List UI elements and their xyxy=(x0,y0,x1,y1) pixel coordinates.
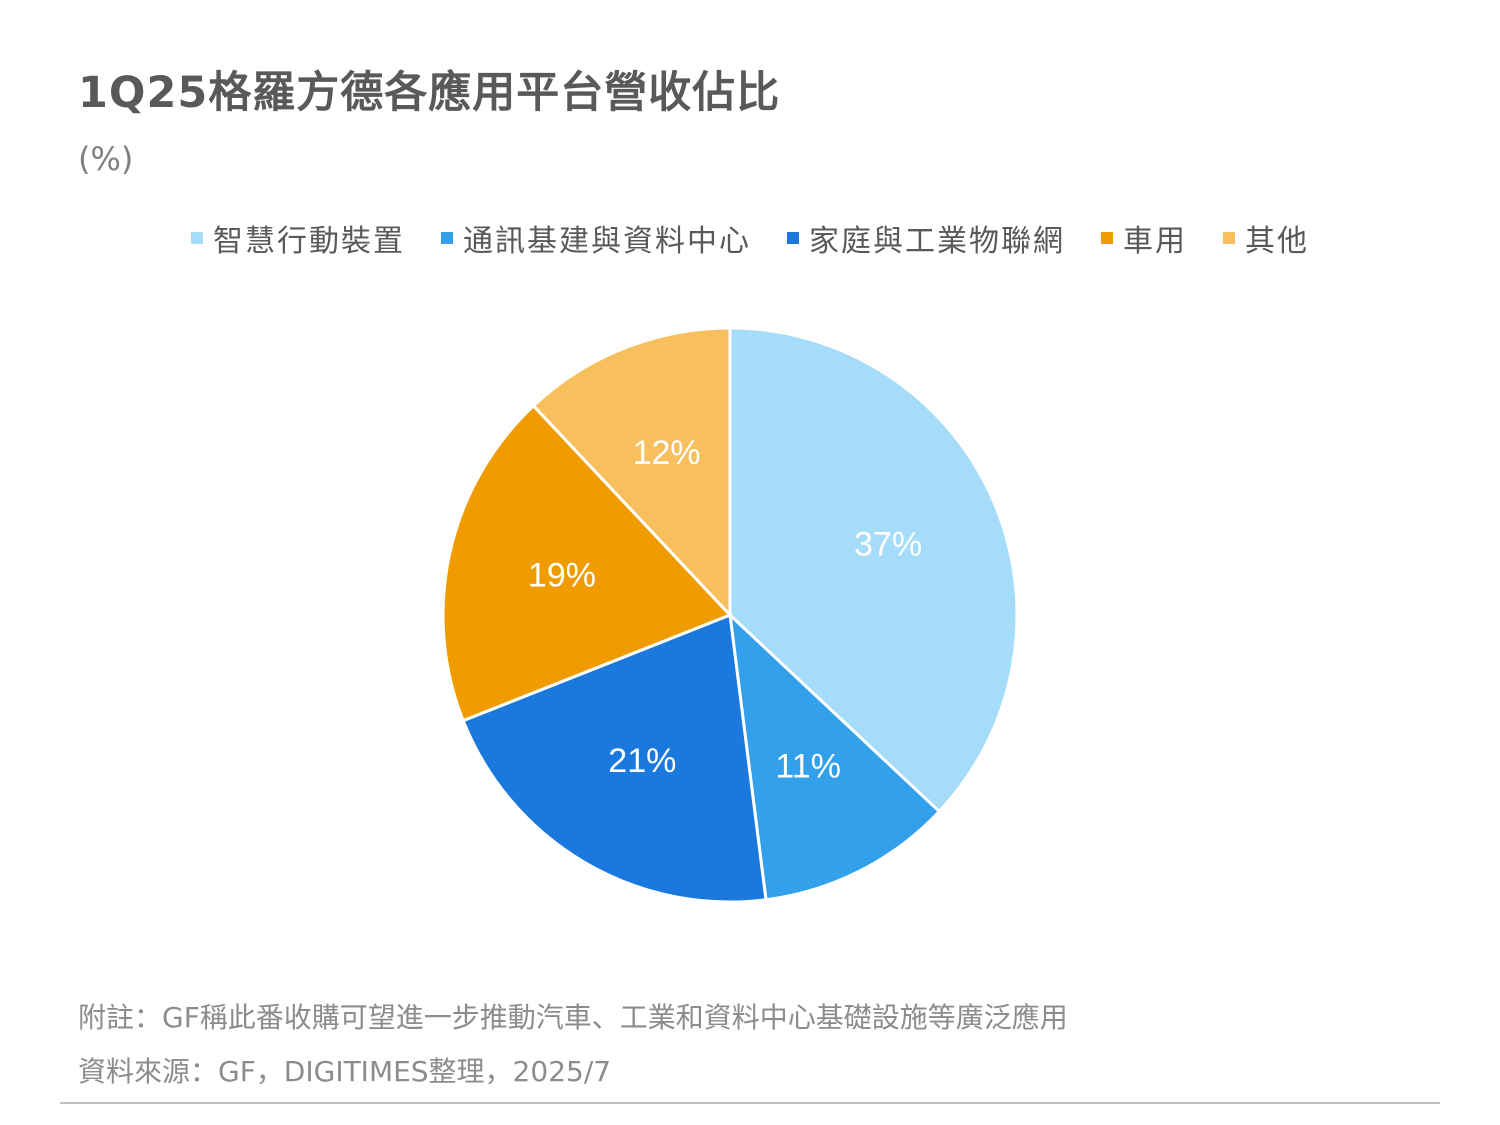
legend-item-smart-mobile: 智慧行動裝置 xyxy=(191,216,405,260)
bottom-divider xyxy=(60,1102,1440,1104)
footnote-source: 資料來源：GF，DIGITIMES整理，2025/7 xyxy=(78,1055,612,1088)
legend-item-home-industrial-iot: 家庭與工業物聯網 xyxy=(787,216,1065,260)
slice-automotive xyxy=(441,403,733,723)
legend: 智慧行動裝置 通訊基建與資料中心 家庭與工業物聯網 車用 其他 xyxy=(0,216,1500,260)
slice-data-label: 37% xyxy=(854,526,922,564)
legend-swatch xyxy=(1223,232,1235,244)
legend-item-comm-datacenter: 通訊基建與資料中心 xyxy=(441,216,751,260)
footnote-note: 附註：GF稱此番收購可望進一步推動汽車、工業和資料中心基礎設施等廣泛應用 xyxy=(78,1001,1068,1034)
slice-other xyxy=(531,326,732,619)
legend-swatch xyxy=(441,232,453,244)
slice-smart-mobile xyxy=(728,326,1019,814)
legend-item-automotive: 車用 xyxy=(1101,216,1187,260)
legend-swatch xyxy=(787,232,799,244)
legend-label: 通訊基建與資料中心 xyxy=(463,224,751,259)
legend-label: 家庭與工業物聯網 xyxy=(809,224,1065,259)
legend-label: 智慧行動裝置 xyxy=(213,224,405,259)
slice-data-label: 12% xyxy=(633,434,701,472)
legend-swatch xyxy=(1101,232,1113,244)
legend-item-other: 其他 xyxy=(1223,216,1309,260)
legend-swatch xyxy=(191,232,203,244)
legend-label: 其他 xyxy=(1245,224,1309,259)
chart-title: 1Q25格羅方德各應用平台營收佔比 xyxy=(78,68,781,118)
slice-home-industrial-iot xyxy=(461,612,768,904)
legend-label: 車用 xyxy=(1123,224,1187,259)
unit-label: (%) xyxy=(78,140,134,178)
slice-comm-datacenter xyxy=(727,611,942,902)
slice-data-label: 11% xyxy=(775,747,841,785)
slice-data-label: 21% xyxy=(608,742,676,780)
slice-data-label: 19% xyxy=(528,556,596,594)
